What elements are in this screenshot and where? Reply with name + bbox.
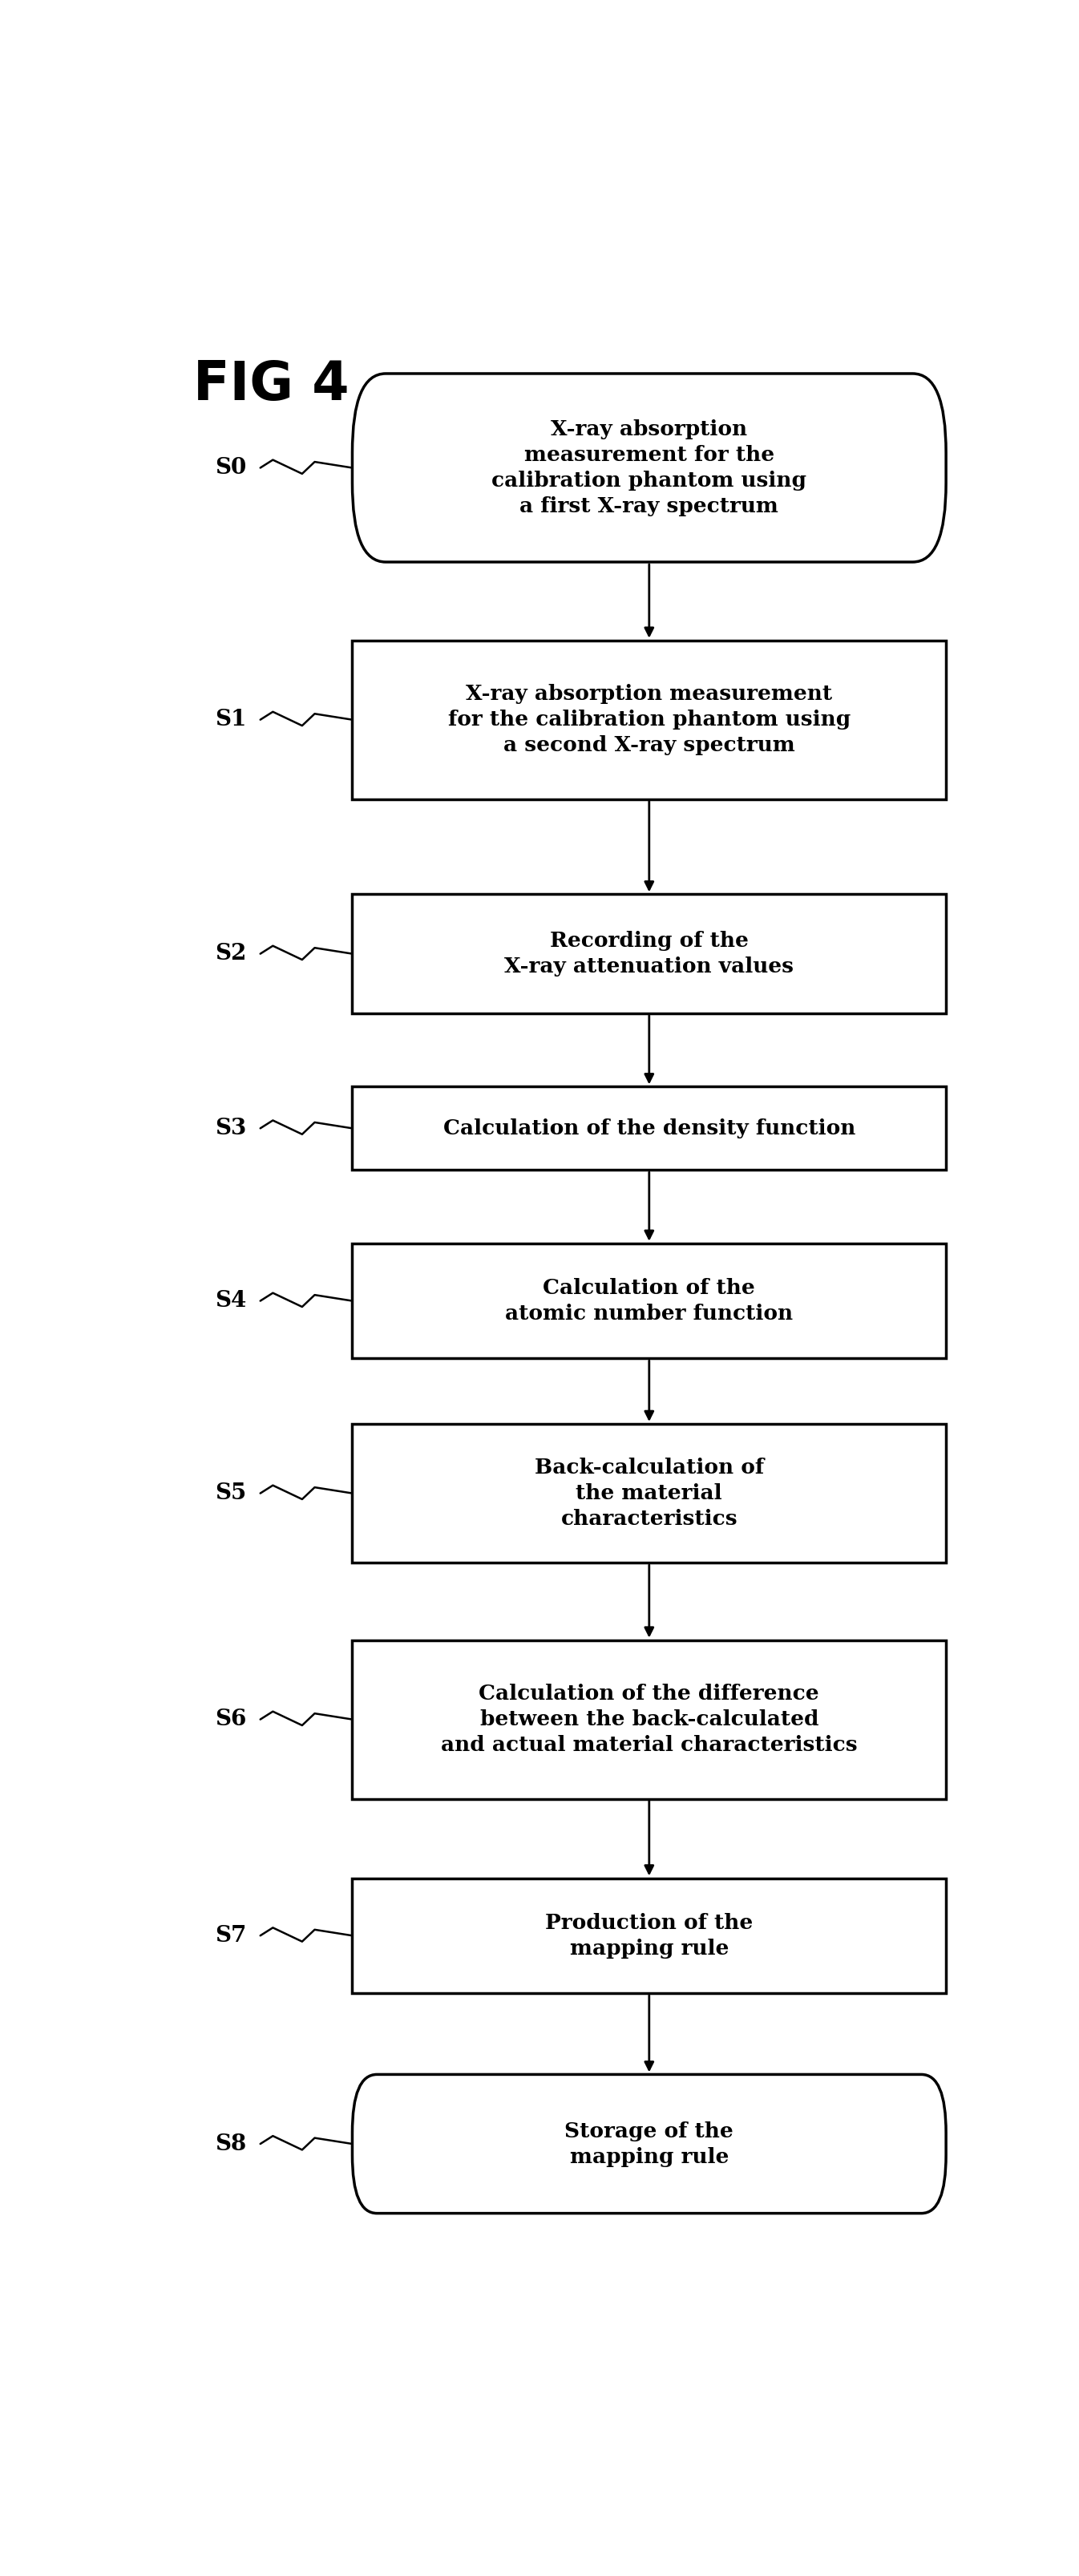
Text: X-ray absorption measurement
for the calibration phantom using
a second X-ray sp: X-ray absorption measurement for the cal… <box>448 685 850 755</box>
Text: S6: S6 <box>215 1708 247 1731</box>
Text: S2: S2 <box>215 943 247 963</box>
Text: Calculation of the
atomic number function: Calculation of the atomic number functio… <box>505 1278 793 1324</box>
Text: X-ray absorption
measurement for the
calibration phantom using
a first X-ray spe: X-ray absorption measurement for the cal… <box>492 420 807 515</box>
Text: Back-calculation of
the material
characteristics: Back-calculation of the material charact… <box>534 1458 764 1530</box>
Bar <box>352 1087 946 1170</box>
Text: Storage of the
mapping rule: Storage of the mapping rule <box>564 2120 734 2166</box>
Text: S4: S4 <box>216 1291 247 1311</box>
Text: S0: S0 <box>216 456 247 479</box>
Text: S1: S1 <box>215 708 247 732</box>
Bar <box>352 1244 946 1358</box>
Bar <box>352 641 946 799</box>
Text: S7: S7 <box>215 1924 247 1947</box>
FancyBboxPatch shape <box>352 2074 946 2213</box>
Text: FIG 4: FIG 4 <box>193 358 350 412</box>
Text: Calculation of the difference
between the back-calculated
and actual material ch: Calculation of the difference between th… <box>441 1685 858 1754</box>
Text: Calculation of the density function: Calculation of the density function <box>443 1118 856 1139</box>
Bar <box>352 894 946 1012</box>
Text: S3: S3 <box>216 1118 247 1139</box>
Text: Recording of the
X-ray attenuation values: Recording of the X-ray attenuation value… <box>505 930 794 976</box>
Bar <box>352 1878 946 1994</box>
Bar <box>352 1641 946 1798</box>
Text: S5: S5 <box>216 1481 247 1504</box>
Text: Production of the
mapping rule: Production of the mapping rule <box>545 1914 753 1958</box>
Text: S8: S8 <box>216 2133 247 2154</box>
FancyBboxPatch shape <box>352 374 946 562</box>
Bar <box>352 1425 946 1564</box>
